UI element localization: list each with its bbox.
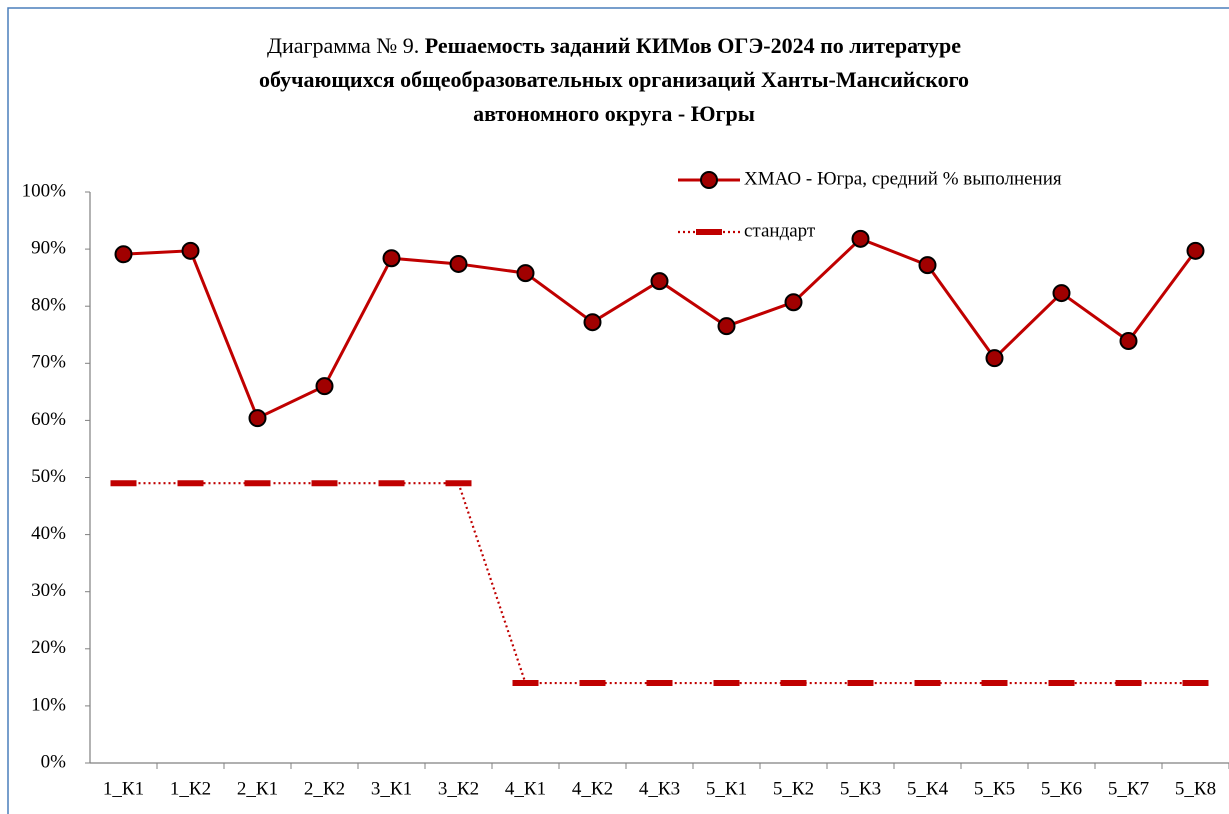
- x-tick-label: 3_К1: [371, 778, 412, 799]
- title-line: обучающихся общеобразовательных организа…: [259, 67, 969, 92]
- x-tick-label: 5_К6: [1041, 778, 1082, 799]
- series-line: [123, 237, 1197, 421]
- point-marker: [851, 229, 870, 248]
- y-tick-label: 40%: [31, 523, 66, 544]
- y-tick-label: 90%: [31, 237, 66, 258]
- point-marker: [315, 377, 334, 396]
- chart-title: Диаграмма № 9. Решаемость заданий КИМов …: [267, 33, 961, 58]
- x-tick-label: 2_К2: [304, 778, 345, 799]
- point-marker: [516, 264, 535, 283]
- point-marker: [717, 317, 736, 336]
- y-tick-label: 0%: [41, 751, 67, 772]
- point-marker: [918, 256, 937, 275]
- series-line: [123, 482, 1196, 685]
- x-tick-label: 5_К4: [907, 778, 949, 799]
- point-marker: [449, 254, 468, 273]
- x-tick-label: 5_К1: [706, 778, 747, 799]
- point-marker: [248, 409, 267, 428]
- point-marker: [114, 245, 133, 264]
- point-marker: [650, 272, 669, 291]
- title-line: автономного округа - Югры: [473, 101, 755, 126]
- x-tick-label: 1_К1: [103, 778, 144, 799]
- x-tick-label: 2_К1: [237, 778, 278, 799]
- y-tick-label: 70%: [31, 352, 66, 373]
- chart-border: [7, 7, 1229, 814]
- x-tick-label: 4_К1: [505, 778, 546, 799]
- title-prefix: Диаграмма № 9.: [267, 33, 419, 58]
- legend-label: ХМАО - Югра, средний % выполнения: [744, 168, 1062, 189]
- y-tick-label: 50%: [31, 466, 66, 487]
- y-tick-label: 10%: [31, 694, 66, 715]
- legend-marker: [700, 171, 718, 189]
- point-marker: [1052, 284, 1071, 303]
- x-tick-label: 5_К7: [1108, 778, 1149, 799]
- y-tick-label: 100%: [22, 180, 67, 201]
- point-marker: [382, 249, 401, 268]
- point-marker: [181, 241, 200, 260]
- legend-label: стандарт: [744, 220, 816, 241]
- point-marker: [583, 313, 602, 332]
- x-tick-label: 1_К2: [170, 778, 211, 799]
- point-marker: [985, 349, 1004, 368]
- x-tick-label: 4_К3: [639, 778, 680, 799]
- x-tick-label: 5_К2: [773, 778, 814, 799]
- y-tick-label: 80%: [31, 295, 66, 316]
- x-tick-label: 3_К2: [438, 778, 479, 799]
- title-line: Решаемость заданий КИМов ОГЭ-2024 по лит…: [425, 33, 962, 58]
- point-marker: [784, 293, 803, 312]
- x-tick-label: 5_К8: [1175, 778, 1216, 799]
- x-tick-label: 5_К3: [840, 778, 881, 799]
- y-tick-label: 30%: [31, 580, 66, 601]
- point-marker: [1186, 241, 1205, 260]
- x-tick-label: 4_К2: [572, 778, 613, 799]
- point-marker: [1119, 332, 1138, 351]
- x-tick-label: 5_К5: [974, 778, 1015, 799]
- y-tick-label: 20%: [31, 637, 66, 658]
- y-tick-label: 60%: [31, 409, 66, 430]
